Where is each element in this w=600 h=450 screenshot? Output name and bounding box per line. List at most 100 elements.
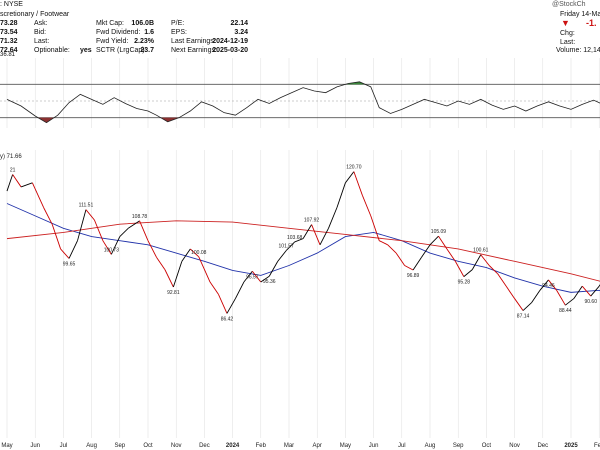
price-segment xyxy=(277,250,287,262)
price-segment xyxy=(85,209,95,221)
x-tick-label: Apr xyxy=(313,443,322,449)
price-data-label: 94.46 xyxy=(542,283,555,289)
osc-oversold-fill xyxy=(38,117,54,123)
price-segment xyxy=(147,240,157,258)
price-data-label: 120.70 xyxy=(346,165,362,171)
sector-text: scretionary / Footwear xyxy=(0,11,70,18)
down-arrow-icon: ▼ xyxy=(561,18,570,28)
price-segment xyxy=(505,285,515,299)
x-tick-label: Jul xyxy=(398,443,406,449)
price-data-label: 96.57 xyxy=(246,274,259,280)
x-tick-label: Aug xyxy=(86,443,97,449)
quote-value: 73.28 xyxy=(0,20,18,27)
price-segment xyxy=(531,290,541,303)
x-tick-label: 2025 xyxy=(564,443,578,449)
price-segment xyxy=(438,235,448,250)
x-tick-label: Nov xyxy=(171,443,182,449)
fund-label: Mkt Cap: xyxy=(96,20,125,27)
fund-label: SCTR (LrgCap): xyxy=(96,47,147,54)
price-data-label: 111.51 xyxy=(79,203,94,209)
price-segment xyxy=(395,252,405,266)
price-segment xyxy=(94,219,104,241)
price-segment xyxy=(128,220,140,229)
x-tick-label: Sep xyxy=(114,443,125,449)
fund-label: Fwd Yield: xyxy=(96,38,129,45)
price-segment xyxy=(539,279,549,291)
price-segment xyxy=(471,254,482,270)
price-data-label: 100.08 xyxy=(191,250,207,256)
price-segment xyxy=(387,244,397,254)
x-tick-label: Jun xyxy=(369,443,379,449)
x-tick-label: Jul xyxy=(60,443,68,449)
price-segment xyxy=(446,248,456,262)
osc-line xyxy=(6,81,600,124)
fund-label: Last Earnings: xyxy=(171,38,216,45)
quote-value: 72.64 xyxy=(0,47,18,54)
series-line-moving_average_200 xyxy=(6,220,600,282)
price-panel: 21 99.65 111.51 100.73 108.78 92.81 100.08 86.4… xyxy=(6,150,600,438)
price-segment xyxy=(311,224,321,245)
chg-label: Chg: xyxy=(560,30,575,37)
price-segment xyxy=(243,271,253,283)
fund-value: 3.24 xyxy=(234,29,248,36)
fund-label: Fwd Dividend: xyxy=(96,29,141,36)
oscillator-panel xyxy=(0,58,600,128)
price-segment xyxy=(522,302,532,311)
price-segment xyxy=(139,220,149,241)
price-data-label: 86.42 xyxy=(221,316,234,322)
price-data-label: 95.28 xyxy=(458,280,471,286)
quote-label: Ask: xyxy=(34,20,48,27)
x-tick-label: Jun xyxy=(30,443,40,449)
price-segment xyxy=(514,298,524,311)
price-segment xyxy=(353,171,363,196)
price-segment xyxy=(294,238,304,243)
price-segment xyxy=(480,254,490,266)
quote-header: : NYSE scretionary / Footwear @StockCh 7… xyxy=(0,0,600,58)
brand-text: @StockCh xyxy=(552,1,586,8)
series-line-moving_average_50 xyxy=(6,203,600,293)
price-data-label: 107.92 xyxy=(304,218,320,224)
price-segment xyxy=(51,224,62,250)
price-data-label: 105.09 xyxy=(431,229,447,235)
price-segment xyxy=(260,275,270,283)
fund-value: 2024-12-19 xyxy=(212,38,248,45)
price-segment xyxy=(156,256,166,270)
price-segment xyxy=(370,215,380,241)
x-tick-label: Oct xyxy=(482,443,492,449)
price-segment xyxy=(119,227,129,237)
price-segment xyxy=(268,261,279,277)
price-data-label: 90.60 xyxy=(584,299,597,305)
x-tick-label: Dec xyxy=(199,443,210,449)
price-segment xyxy=(181,248,191,262)
price-segment xyxy=(590,285,600,297)
x-tick-label: Aug xyxy=(425,443,436,449)
price-segment xyxy=(429,235,439,246)
price-segment xyxy=(235,281,245,299)
price-data-label: 99.65 xyxy=(63,261,76,267)
price-segment xyxy=(198,256,211,283)
price-segment xyxy=(404,265,414,271)
price-segment xyxy=(548,279,558,291)
price-data-label: 95.36 xyxy=(263,279,276,285)
price-segment xyxy=(164,269,174,288)
price-data-label: 100.61 xyxy=(473,248,489,254)
price-segment xyxy=(488,265,498,275)
price-segment xyxy=(31,182,45,208)
price-segment xyxy=(573,285,583,299)
price-segment xyxy=(172,261,183,288)
price-segment xyxy=(218,294,228,314)
price-segment xyxy=(60,248,70,259)
volume-text: Volume: 12,145 xyxy=(556,47,600,54)
fund-value: 2.23% xyxy=(134,38,154,45)
price-segment xyxy=(336,182,346,208)
price-segment xyxy=(12,174,22,188)
fund-value: 1.6 xyxy=(144,29,154,36)
price-segment xyxy=(345,171,355,184)
fund-value: 2025-03-20 xyxy=(212,47,248,54)
price-segment xyxy=(285,241,295,251)
quote-label: Last: xyxy=(34,38,50,45)
price-data-label: 103.68 xyxy=(287,235,303,241)
price-data-label: 100.73 xyxy=(104,247,120,253)
price-data-label: 92.81 xyxy=(167,290,180,296)
